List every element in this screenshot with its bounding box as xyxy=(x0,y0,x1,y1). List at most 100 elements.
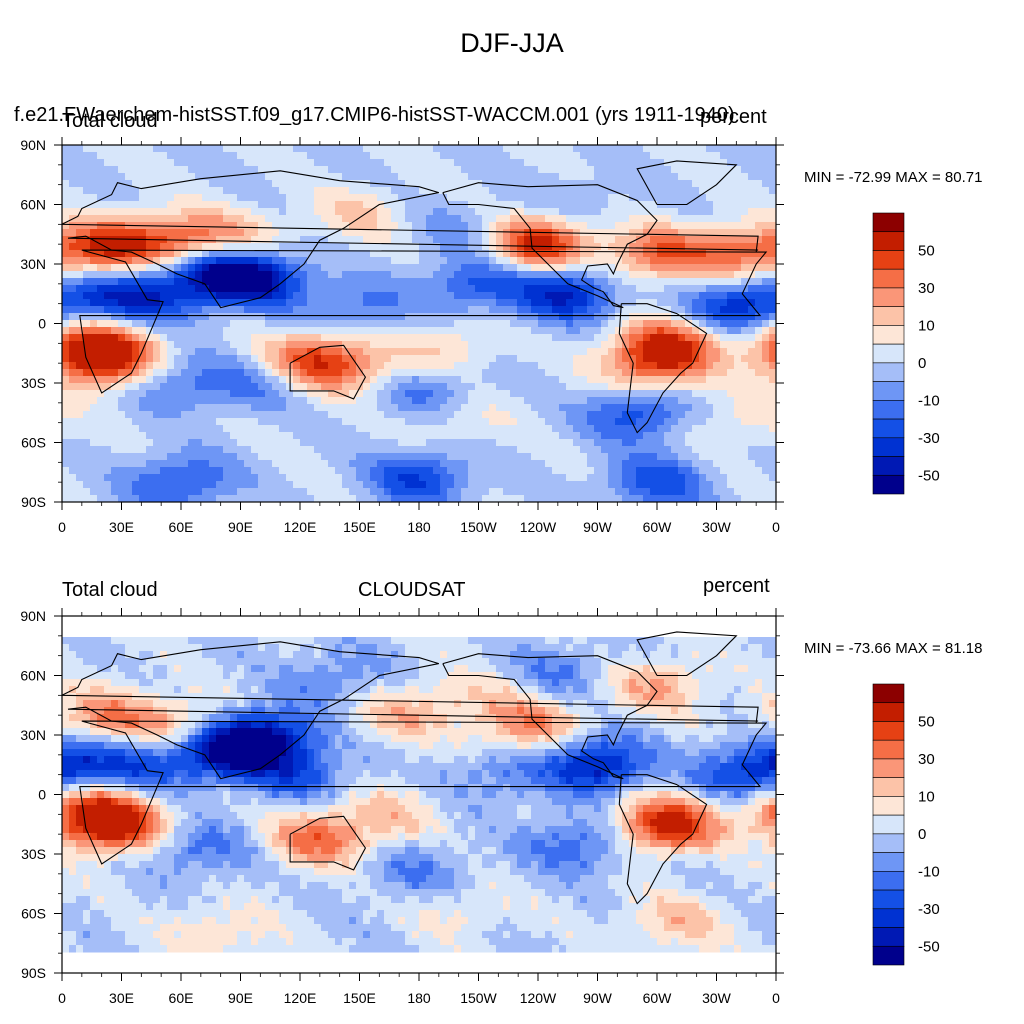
field-cell xyxy=(468,194,476,202)
field-cell xyxy=(496,285,504,293)
field-cell xyxy=(286,446,294,454)
field-cell xyxy=(97,145,105,153)
field-cell xyxy=(328,467,336,475)
field-cell xyxy=(664,348,672,356)
field-cell xyxy=(594,201,602,209)
field-cell xyxy=(447,243,455,251)
field-cell xyxy=(699,250,707,258)
field-cell xyxy=(160,334,168,342)
field-cell xyxy=(573,481,581,489)
field-cell xyxy=(454,446,462,454)
field-cell xyxy=(580,320,588,328)
field-cell xyxy=(202,180,210,188)
field-cell xyxy=(762,292,770,300)
field-cell xyxy=(244,474,252,482)
field-cell xyxy=(69,418,77,426)
field-cell xyxy=(447,397,455,405)
field-cell xyxy=(209,145,217,153)
field-cell xyxy=(244,313,252,321)
field-cell xyxy=(370,390,378,398)
field-cell xyxy=(713,418,721,426)
field-cell xyxy=(293,201,301,209)
field-cell xyxy=(741,292,749,300)
field-cell xyxy=(440,187,448,195)
field-cell xyxy=(496,390,504,398)
field-cell xyxy=(356,355,364,363)
field-cell xyxy=(216,250,224,258)
field-cell xyxy=(468,453,476,461)
field-cell xyxy=(181,446,189,454)
field-cell xyxy=(510,173,518,181)
field-cell xyxy=(90,180,98,188)
field-cell xyxy=(62,439,70,447)
field-cell xyxy=(657,418,665,426)
field-cell xyxy=(755,306,763,314)
field-cell xyxy=(755,236,763,244)
field-cell xyxy=(349,425,357,433)
field-cell xyxy=(293,208,301,216)
field-cell xyxy=(118,299,126,307)
field-cell xyxy=(307,243,315,251)
field-cell xyxy=(496,159,504,167)
field-cell xyxy=(601,285,609,293)
field-cell xyxy=(440,229,448,237)
field-cell xyxy=(433,411,441,419)
field-cell xyxy=(83,299,91,307)
field-cell xyxy=(741,467,749,475)
field-cell xyxy=(531,173,539,181)
field-cell xyxy=(279,467,287,475)
field-cell xyxy=(265,383,273,391)
field-cell xyxy=(62,194,70,202)
field-cell xyxy=(594,474,602,482)
field-cell xyxy=(580,145,588,153)
field-cell xyxy=(769,201,776,209)
field-cell xyxy=(419,243,427,251)
field-cell xyxy=(412,285,420,293)
field-cell xyxy=(328,278,336,286)
field-cell xyxy=(76,229,84,237)
field-cell xyxy=(230,327,238,335)
field-cell xyxy=(517,425,525,433)
field-cell xyxy=(447,376,455,384)
field-cell xyxy=(132,369,140,377)
field-cell xyxy=(545,271,553,279)
field-cell xyxy=(342,292,350,300)
field-cell xyxy=(181,271,189,279)
field-cell xyxy=(762,215,770,223)
field-cell xyxy=(419,369,427,377)
field-cell xyxy=(370,376,378,384)
field-cell xyxy=(223,306,231,314)
field-cell xyxy=(615,187,623,195)
field-cell xyxy=(160,397,168,405)
field-cell xyxy=(489,313,497,321)
field-cell xyxy=(678,159,686,167)
field-cell xyxy=(531,404,539,412)
field-cell xyxy=(510,257,518,265)
field-cell xyxy=(391,362,399,370)
field-cell xyxy=(230,432,238,440)
field-cell xyxy=(713,334,721,342)
field-cell xyxy=(496,439,504,447)
field-cell xyxy=(650,418,658,426)
field-cell xyxy=(405,474,413,482)
field-cell xyxy=(111,278,119,286)
field-cell xyxy=(573,397,581,405)
field-cell xyxy=(699,432,707,440)
field-cell xyxy=(90,474,98,482)
field-cell xyxy=(503,348,511,356)
field-cell xyxy=(174,397,182,405)
field-cell xyxy=(76,383,84,391)
field-cell xyxy=(692,201,700,209)
field-cell xyxy=(293,152,301,160)
field-cell xyxy=(230,313,238,321)
field-cell xyxy=(76,334,84,342)
field-cell xyxy=(174,152,182,160)
field-cell xyxy=(146,404,154,412)
field-cell xyxy=(160,460,168,468)
field-cell xyxy=(153,453,161,461)
field-cell xyxy=(69,264,77,272)
field-cell xyxy=(489,194,497,202)
field-cell xyxy=(461,215,469,223)
field-cell xyxy=(531,222,539,230)
field-cell xyxy=(454,313,462,321)
